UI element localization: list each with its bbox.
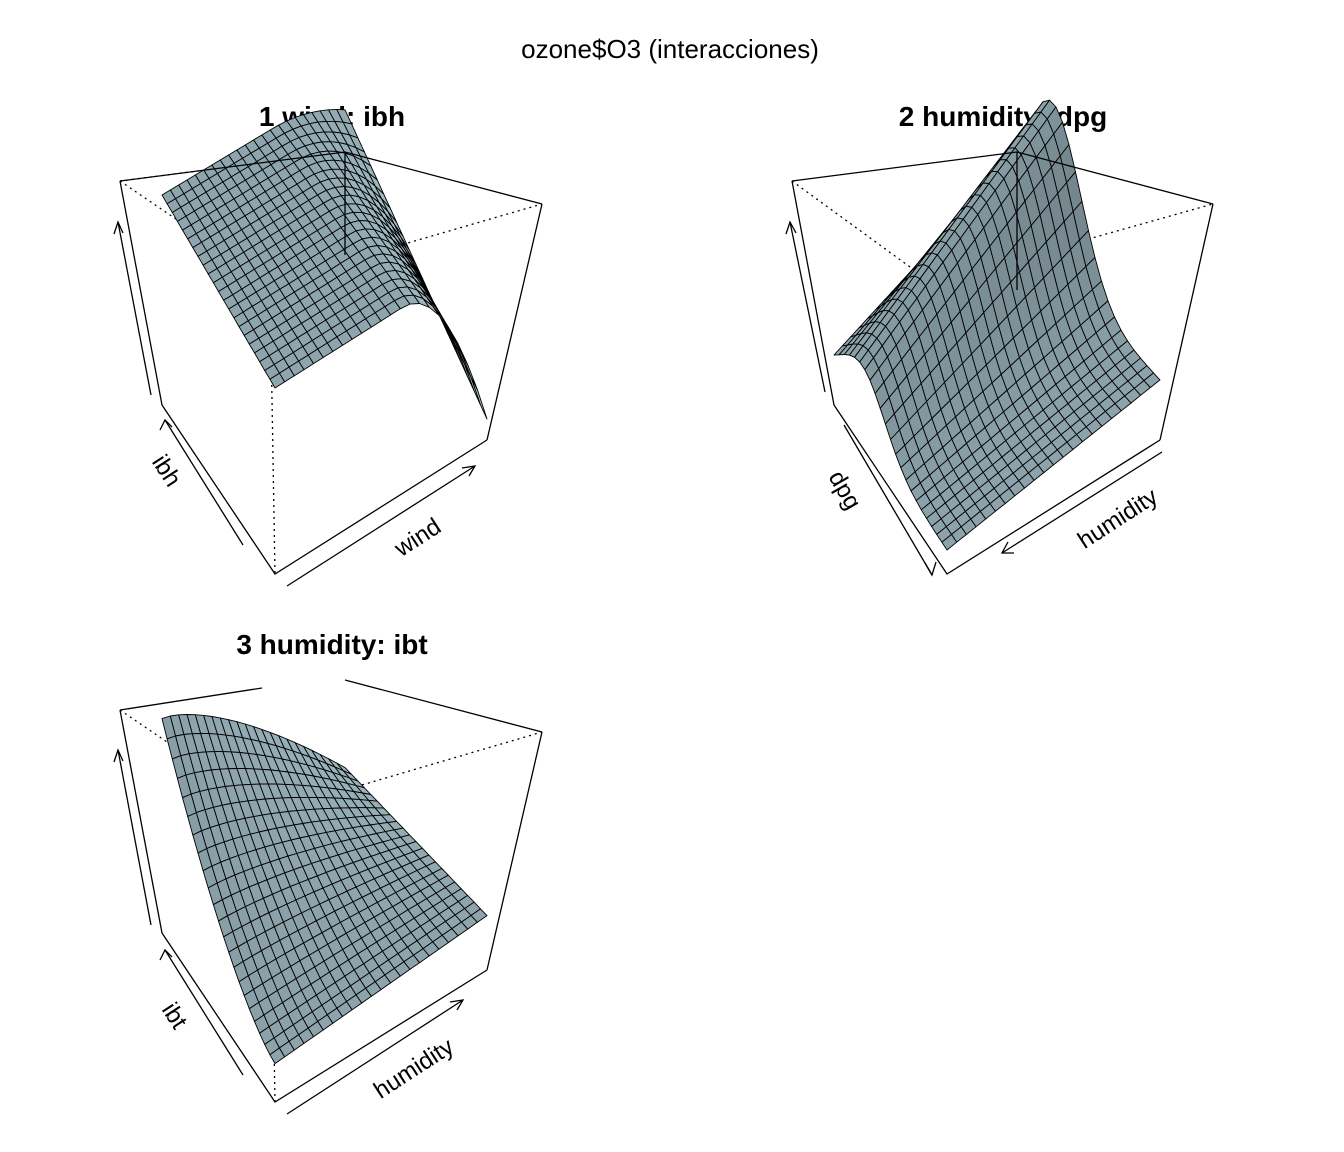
panel-2-y-label: dpg [823,466,866,514]
panel-3-y-arrowhead [159,948,173,961]
panel-1-x-arrowhead [461,465,477,477]
panel-1-x-label: wind [389,513,446,563]
panel-2: 2 humidity: dpg humidity dpg [785,99,1214,577]
panel-3-y-label: ibt [156,998,193,1034]
panel-3-z-axis-arrow [117,749,152,926]
panel-2-box-front [791,151,1214,575]
panel-2-surface [833,99,1161,551]
panel-1-z-arrowhead [113,220,124,235]
panel-3: 3 humidity: ibt humidity ibt [113,629,543,1115]
panel-1-z-axis-arrow [117,221,152,396]
panel-3-x-label: humidity [369,1033,459,1104]
panel-2-z-arrowhead [785,220,797,235]
panel-3-title: 3 humidity: ibt [236,629,427,660]
panel-3-x-arrowhead [449,999,465,1011]
panel-2-title: 2 humidity: dpg [899,101,1107,132]
panel-2-z-axis-arrow [789,221,826,393]
surface-cell [470,376,488,420]
panel-2-y-axis-arrow [843,424,933,576]
panel-3-box-front [119,679,543,1103]
surface-cell [269,1047,286,1065]
panel-3-z-arrowhead [113,748,124,763]
panel-2-x-arrowhead [1000,541,1014,554]
panel-1-box-front [119,151,543,575]
panel-1-x-axis-arrow [286,465,476,587]
panel-2-x-axis-arrow [1001,451,1163,554]
panel-2-y-arrowhead [924,561,937,577]
main-title: ozone$O3 (interacciones) [521,34,819,64]
surface-cell [269,372,286,389]
panel-1-y-axis-arrow [164,419,244,546]
panel-3-y-axis-arrow [164,949,244,1076]
surface-cell [460,352,478,391]
panel-1: 1 wind: ibh wind ibh [113,101,543,587]
panel-3-x-axis-arrow [286,999,464,1115]
panel-1-surface [161,108,488,420]
panel-2-x-label: humidity [1073,483,1163,554]
panel-1-y-arrowhead [159,418,173,431]
panel-1-y-label: ibh [146,450,186,492]
panel-3-surface [161,714,488,1065]
surface-cell [941,534,958,551]
